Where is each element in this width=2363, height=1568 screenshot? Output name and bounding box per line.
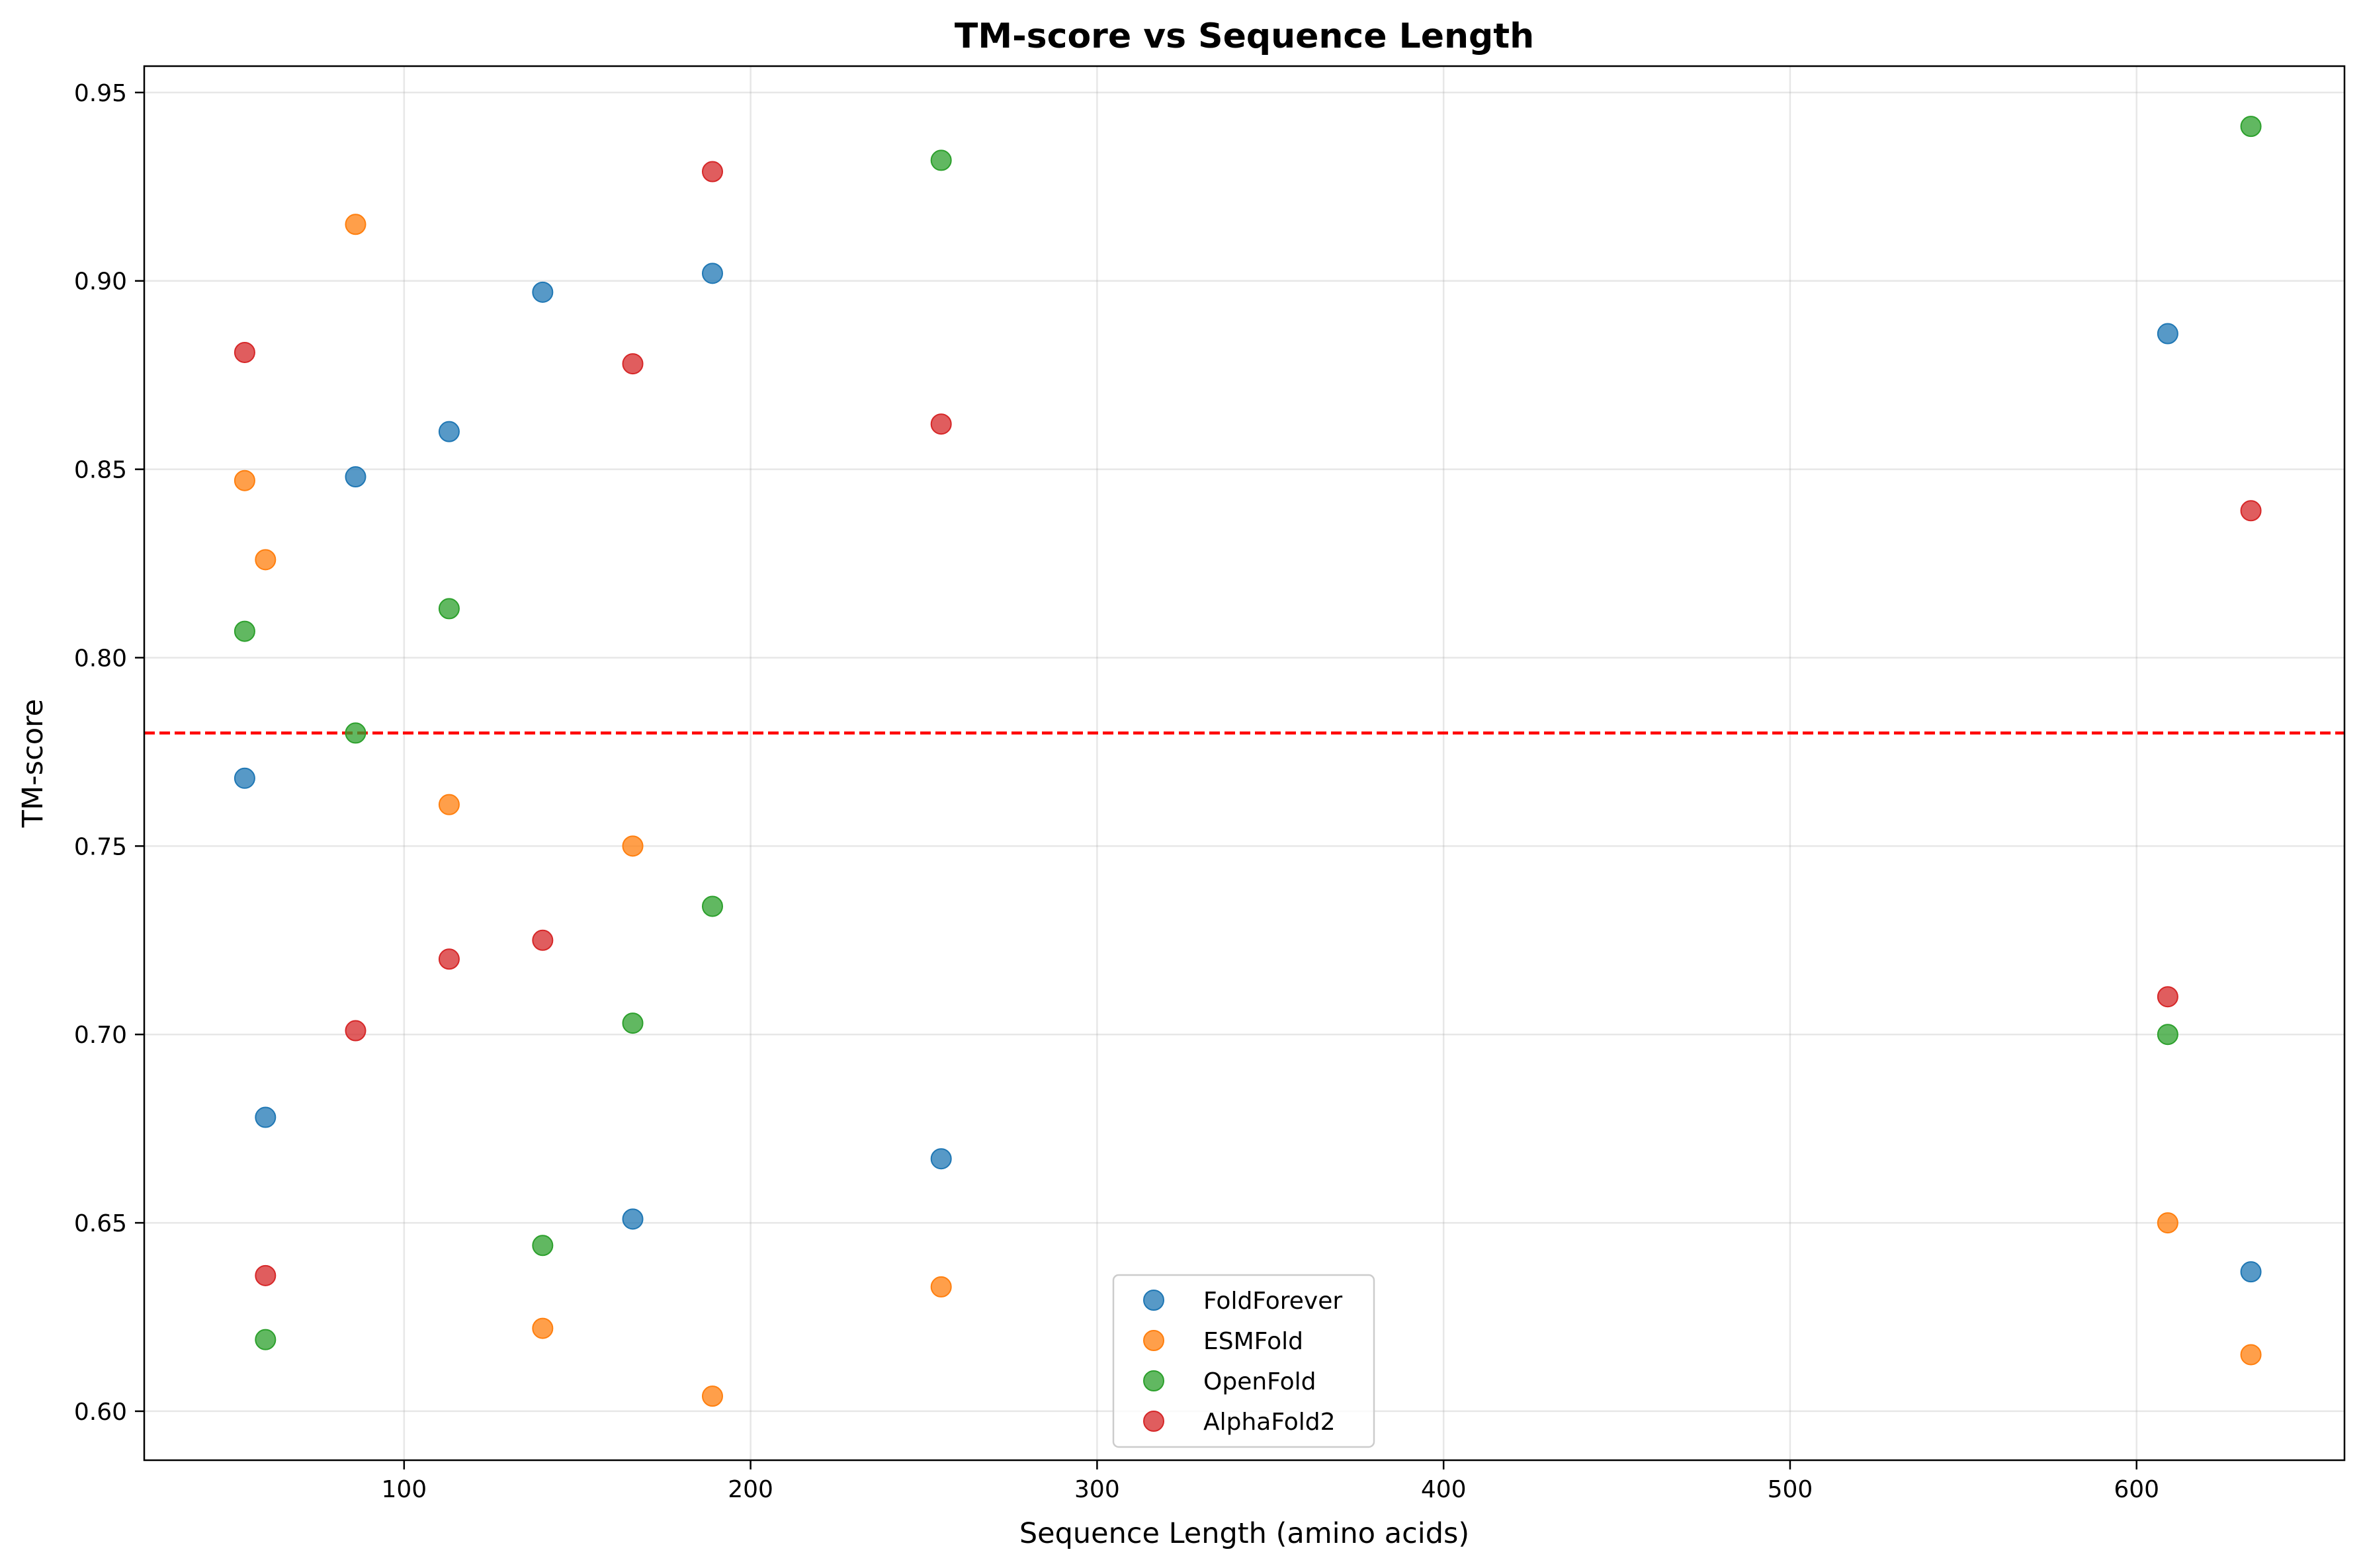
x-tick-label: 200 [728, 1476, 773, 1503]
point-alphafold2 [234, 341, 255, 363]
legend-label-foldforever: FoldForever [1203, 1288, 1342, 1315]
point-foldforever [532, 281, 554, 303]
y-tick-label: 0.90 [74, 268, 127, 296]
point-alphafold2 [438, 948, 460, 970]
point-openfold [2240, 116, 2262, 138]
x-axis-label: Sequence Length (amino acids) [1019, 1517, 1469, 1550]
legend-label-esmfold: ESMFold [1203, 1328, 1303, 1355]
y-tick-label: 0.95 [74, 80, 127, 107]
point-openfold [622, 1012, 644, 1034]
point-openfold [2157, 1024, 2178, 1046]
point-esmfold [930, 1276, 952, 1298]
y-tick-label: 0.80 [74, 645, 127, 672]
point-alphafold2 [2240, 500, 2262, 522]
x-axis-ticks: 100 200 300 400 500 600 [381, 1460, 2159, 1503]
point-esmfold [234, 470, 255, 491]
point-openfold [234, 620, 255, 642]
point-openfold [255, 1329, 277, 1350]
y-tick-label: 0.70 [74, 1022, 127, 1049]
point-alphafold2 [345, 1020, 366, 1042]
point-openfold [701, 895, 723, 917]
point-foldforever [930, 1148, 952, 1170]
legend-marker-esmfold [1143, 1330, 1164, 1351]
point-openfold [532, 1235, 554, 1257]
point-foldforever [2240, 1261, 2262, 1283]
point-openfold [345, 722, 366, 744]
point-alphafold2 [930, 413, 952, 435]
legend-label-openfold: OpenFold [1203, 1368, 1316, 1395]
point-esmfold [255, 549, 277, 571]
legend: FoldForever ESMFold OpenFold AlphaFold2 [1112, 1274, 1375, 1448]
point-foldforever [622, 1208, 644, 1230]
plot-frame [143, 65, 2346, 1462]
point-esmfold [2240, 1344, 2262, 1366]
y-tick-label: 0.85 [74, 457, 127, 484]
y-axis-ticks: 0.60 0.65 0.70 0.75 0.80 0.85 0.90 0.95 [74, 80, 144, 1426]
point-esmfold [345, 214, 366, 235]
point-esmfold [622, 835, 644, 857]
grid-lines [144, 66, 2344, 1460]
point-foldforever [345, 466, 366, 488]
legend-marker-foldforever [1143, 1290, 1164, 1311]
point-foldforever [234, 767, 255, 789]
point-alphafold2 [622, 353, 644, 375]
x-tick-label: 100 [381, 1476, 427, 1503]
point-alphafold2 [532, 929, 554, 951]
point-foldforever [2157, 323, 2178, 345]
legend-marker-alphafold2 [1143, 1411, 1164, 1432]
x-tick-label: 400 [1421, 1476, 1467, 1503]
point-esmfold [438, 794, 460, 815]
y-tick-label: 0.65 [74, 1210, 127, 1237]
point-alphafold2 [2157, 986, 2178, 1008]
x-tick-label: 500 [1768, 1476, 1813, 1503]
point-esmfold [2157, 1212, 2178, 1234]
point-openfold [438, 598, 460, 620]
x-tick-label: 600 [2114, 1476, 2159, 1503]
y-tick-label: 0.75 [74, 833, 127, 860]
y-tick-label: 0.60 [74, 1399, 127, 1426]
point-esmfold [701, 1385, 723, 1407]
point-foldforever [701, 263, 723, 284]
data-points [234, 116, 2262, 1407]
x-tick-label: 300 [1074, 1476, 1120, 1503]
point-foldforever [255, 1106, 277, 1128]
point-esmfold [532, 1317, 554, 1339]
point-openfold [930, 149, 952, 171]
y-axis-label: TM-score [17, 699, 50, 828]
chart-title: TM-score vs Sequence Length [955, 17, 1534, 56]
legend-label-alphafold2: AlphaFold2 [1203, 1409, 1336, 1436]
point-foldforever [438, 421, 460, 442]
point-alphafold2 [701, 161, 723, 183]
legend-marker-openfold [1143, 1370, 1164, 1391]
point-alphafold2 [255, 1264, 277, 1286]
legend-box [1112, 1274, 1375, 1448]
